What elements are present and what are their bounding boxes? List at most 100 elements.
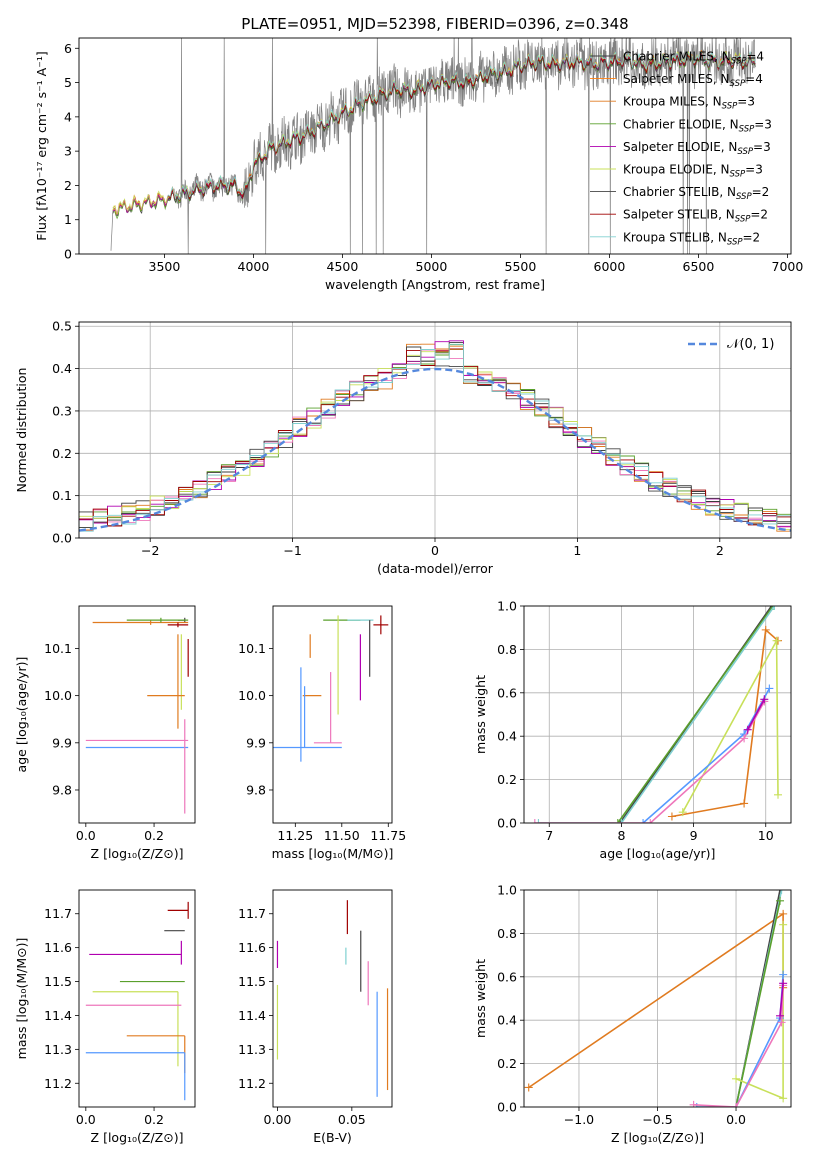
weight-marker: [689, 1100, 698, 1107]
axes-frame: [78, 889, 196, 1108]
x-tick-label: 6500: [683, 259, 715, 274]
y-tick-label: 10.1: [44, 641, 72, 656]
weight-marker: [524, 1083, 533, 1092]
y-tick-label: 11.6: [238, 940, 266, 955]
weight-marker: [530, 819, 539, 823]
y-tick-label: 1.0: [497, 883, 517, 898]
y-tick-label: 11.2: [44, 1076, 72, 1091]
legend-entry: Chabrier MILES, NSSP=4: [623, 50, 764, 67]
x-tick-label: −1: [283, 543, 301, 558]
spectrum-lines: [110, 38, 756, 254]
weight-marker: [765, 684, 774, 693]
weight-series: [534, 701, 766, 823]
y-tick-label: 0.5: [52, 319, 72, 334]
y-axis-label: mass [log₁₀(M/M⊙)]: [14, 938, 29, 1060]
legend-entry: 𝒩(0, 1): [727, 337, 774, 352]
x-tick-label: 5500: [505, 259, 537, 274]
weight-marker: [779, 920, 788, 929]
legend: Chabrier MILES, NSSP=4 Salpeter MILES, NS…: [590, 50, 772, 247]
y-tick-label: 0.4: [497, 729, 517, 744]
figure-title: PLATE=0951, MJD=52398, FIBERID=0396, z=0…: [241, 15, 628, 33]
y-tick-label: 0.8: [497, 926, 517, 941]
weight-marker: [774, 790, 783, 799]
weight-marker: [776, 890, 785, 894]
x-tick-label: 11.50: [324, 828, 360, 843]
weight-marker: [732, 1074, 741, 1083]
panel-age_vs_mass: 11.25 11.50 11.75 9.8 9.9 10.0 10.1 mass [log₁₀…: [238, 605, 406, 861]
spectrum-model-line: [167, 52, 756, 202]
y-tick-label: 11.5: [44, 974, 72, 989]
errorbars: [85, 617, 189, 814]
weight-marker: [740, 799, 749, 808]
y-tick-label: 0.2: [497, 772, 517, 787]
weight-series: [693, 985, 784, 1107]
hist-lines: [79, 340, 791, 532]
y-tick-label: 10.0: [44, 688, 72, 703]
legend-entry: Salpeter MILES, NSSP=4: [623, 72, 763, 89]
y-tick-label: 9.8: [246, 782, 266, 797]
x-tick-label: 5000: [416, 259, 448, 274]
x-tick-label: 9: [690, 828, 698, 843]
weight-marker: [639, 819, 648, 823]
y-tick-label: 2: [64, 178, 72, 193]
x-tick-label: 6000: [594, 259, 626, 274]
x-axis-label: E(B-V): [313, 1130, 352, 1145]
x-tick-label: 7: [545, 828, 553, 843]
weight-lines: [530, 606, 783, 823]
axes-frame: [523, 889, 792, 1108]
axes-frame: [272, 605, 393, 824]
y-tick-label: 1: [64, 212, 72, 227]
weight-marker: [776, 1011, 785, 1020]
y-tick-label: 1.0: [497, 599, 517, 614]
x-tick-label: −1.0: [564, 1112, 594, 1127]
weight-series: [735, 900, 781, 1107]
weight-marker: [779, 970, 788, 979]
y-tick-label: 11.5: [238, 974, 266, 989]
x-tick-label: −2: [141, 543, 159, 558]
y-axis-label: mass weight: [473, 959, 488, 1038]
y-tick-label: 0.0: [497, 1100, 517, 1115]
y-axis-label: Normed distribution: [14, 368, 29, 493]
weight-marker: [770, 606, 779, 610]
weight-marker: [740, 734, 749, 743]
weight-marker: [761, 625, 770, 634]
histogram-series: [79, 343, 791, 532]
x-tick-label: 0.0: [76, 828, 96, 843]
x-axis-label: Z [log₁₀(Z/Z⊙)]: [611, 1130, 704, 1145]
panel-spectrum: 3500 4000 4500 5000 5500 6000 6500 7000 0 1 2 3 4 5 6 w…: [34, 37, 803, 292]
y-tick-label: 0.6: [497, 969, 517, 984]
weight-marker: [779, 1094, 788, 1103]
panel-age_vs_Z: 0.0 0.2 9.8 9.9 10.0 10.1 Z [log₁₀(Z/Z⊙)] age […: [14, 605, 196, 861]
y-tick-label: 0.0: [52, 531, 72, 546]
weight-marker: [646, 819, 655, 823]
x-tick-label: 0.05: [338, 1112, 366, 1127]
x-tick-label: 0.0: [726, 1112, 746, 1127]
y-tick-label: 0.6: [497, 685, 517, 700]
x-axis-label: (data-model)/error: [377, 561, 494, 576]
axes-frame: [272, 889, 393, 1108]
x-tick-label: −0.5: [642, 1112, 672, 1127]
weight-marker: [760, 695, 769, 704]
weight-series: [779, 983, 784, 1016]
x-tick-label: 4500: [327, 259, 359, 274]
errorbars: [85, 901, 189, 1101]
legend-entry: Salpeter STELIB, NSSP=2: [623, 208, 768, 225]
y-tick-label: 11.7: [238, 906, 266, 921]
y-axis-label: age [log₁₀(age/yr)]: [14, 657, 29, 773]
weight-marker: [617, 819, 626, 823]
weight-marker: [779, 979, 788, 988]
x-tick-label: 0.2: [144, 1112, 164, 1127]
normal-curve: [79, 367, 791, 532]
weight-series: [617, 606, 774, 823]
weight-marker: [776, 896, 785, 905]
y-tick-label: 11.4: [44, 1008, 72, 1023]
x-axis-label: age [log₁₀(age/yr)]: [600, 846, 716, 861]
weight-marker: [732, 1103, 741, 1107]
y-tick-label: 5: [64, 75, 72, 90]
weight-marker: [534, 819, 543, 823]
y-tick-label: 0.4: [52, 361, 72, 376]
panel-mass_vs_ebv: 0.00 0.05 11.2 11.3 11.4 11.5 11.6 11.7 E(B-V): [238, 889, 393, 1145]
weight-marker: [678, 808, 687, 817]
legend-entry: Kroupa STELIB, NSSP=2: [623, 230, 760, 247]
weight-marker: [779, 909, 788, 918]
